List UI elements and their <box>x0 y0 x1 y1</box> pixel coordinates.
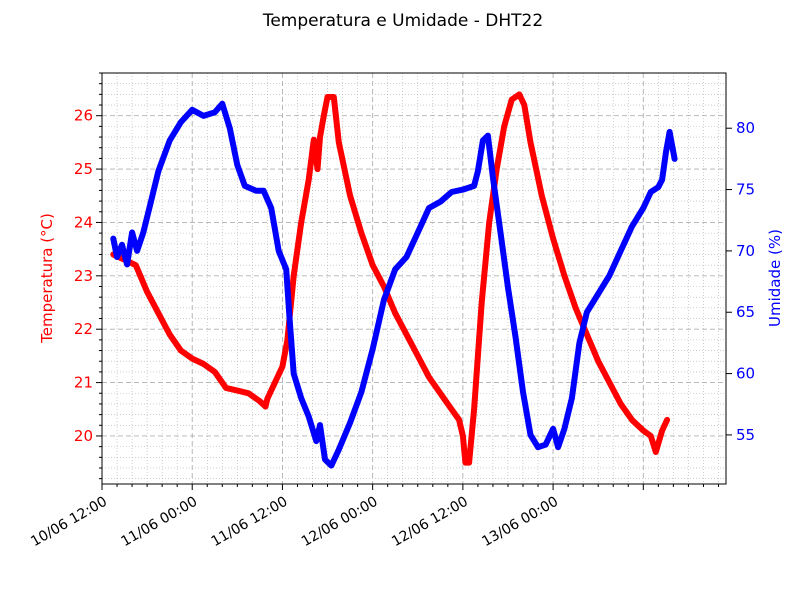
x-tick-label: 12/06 12:00 <box>389 494 471 550</box>
y-left-tick-label: 21 <box>74 374 93 392</box>
y-axis-right-label: Umidade (%) <box>766 229 784 327</box>
plot-frame <box>101 72 727 485</box>
x-tick-label: 11/06 12:00 <box>209 494 291 550</box>
humidity-series-line <box>110 100 678 469</box>
y-right-tick-label: 65 <box>736 303 755 321</box>
x-tick-label: 11/06 00:00 <box>118 494 200 550</box>
y-right-tick-label: 75 <box>736 181 755 199</box>
temperature-series-line <box>110 91 671 466</box>
x-tick-label: 10/06 12:00 <box>28 494 110 550</box>
y-right-tick-label: 80 <box>736 119 755 137</box>
x-tick-label: 12/06 00:00 <box>299 494 381 550</box>
y-left-tick-label: 22 <box>74 320 93 338</box>
y-left-tick-label: 26 <box>74 107 93 125</box>
y-left-tick-label: 24 <box>74 213 93 231</box>
y-left-tick-label: 23 <box>74 267 93 285</box>
y-left-tick-label: 20 <box>74 427 93 445</box>
x-tick-label: 13/06 00:00 <box>479 494 561 550</box>
y-right-tick-label: 60 <box>736 365 755 383</box>
y-left-tick-label: 25 <box>74 160 93 178</box>
chart-title: Temperatura e Umidade - DHT22 <box>262 11 543 31</box>
y-right-tick-label: 70 <box>736 242 755 260</box>
y-right-tick-label: 55 <box>736 426 755 444</box>
y-axis-left-label: Temperatura (°C) <box>38 213 56 344</box>
series-layer <box>110 91 678 469</box>
